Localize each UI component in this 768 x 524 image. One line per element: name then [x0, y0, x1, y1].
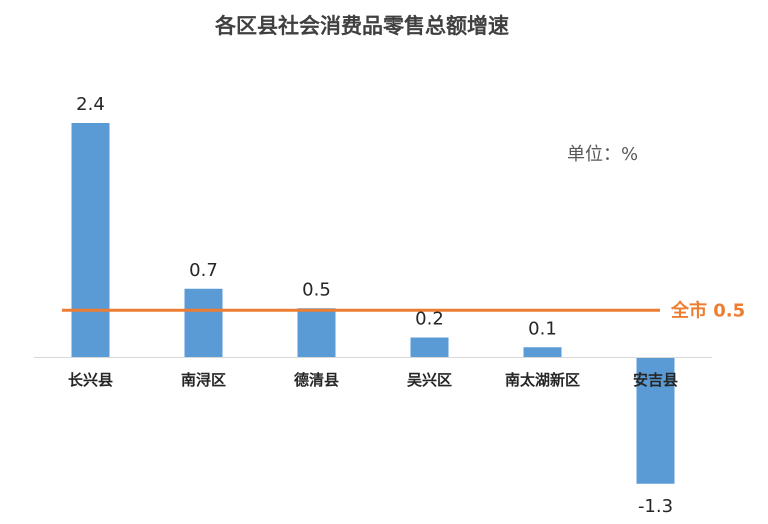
category-label-4: 南太湖新区 — [505, 371, 580, 389]
bar-1 — [184, 288, 223, 357]
bar-2 — [297, 308, 336, 357]
chart-title: 各区县社会消费品零售总额增速 — [214, 14, 509, 38]
value-label-1: 0.7 — [189, 260, 218, 281]
value-label-5: -1.3 — [638, 496, 673, 517]
value-label-4: 0.1 — [528, 318, 557, 339]
reference-line-label: 全市 0.5 — [670, 299, 745, 321]
category-label-2: 德清县 — [294, 371, 339, 389]
category-label-0: 长兴县 — [68, 371, 113, 389]
bar-0 — [71, 123, 110, 357]
bar-5 — [636, 357, 675, 484]
bar-4 — [523, 347, 562, 357]
bar-3 — [410, 337, 449, 357]
category-label-5: 安吉县 — [633, 371, 678, 389]
category-label-1: 南浔区 — [181, 371, 226, 389]
category-label-3: 吴兴区 — [407, 371, 452, 389]
value-label-0: 2.4 — [76, 94, 105, 115]
unit-label: 单位：% — [567, 144, 638, 165]
labels-layer: 2.4 长兴县 0.7 南浔区 0.5 德清县 0.2 吴兴区 0.1 南太湖新区 -1.3 安吉县 — [68, 94, 678, 517]
bars-layer — [71, 123, 675, 484]
value-label-3: 0.2 — [415, 309, 444, 330]
value-label-2: 0.5 — [302, 279, 331, 300]
